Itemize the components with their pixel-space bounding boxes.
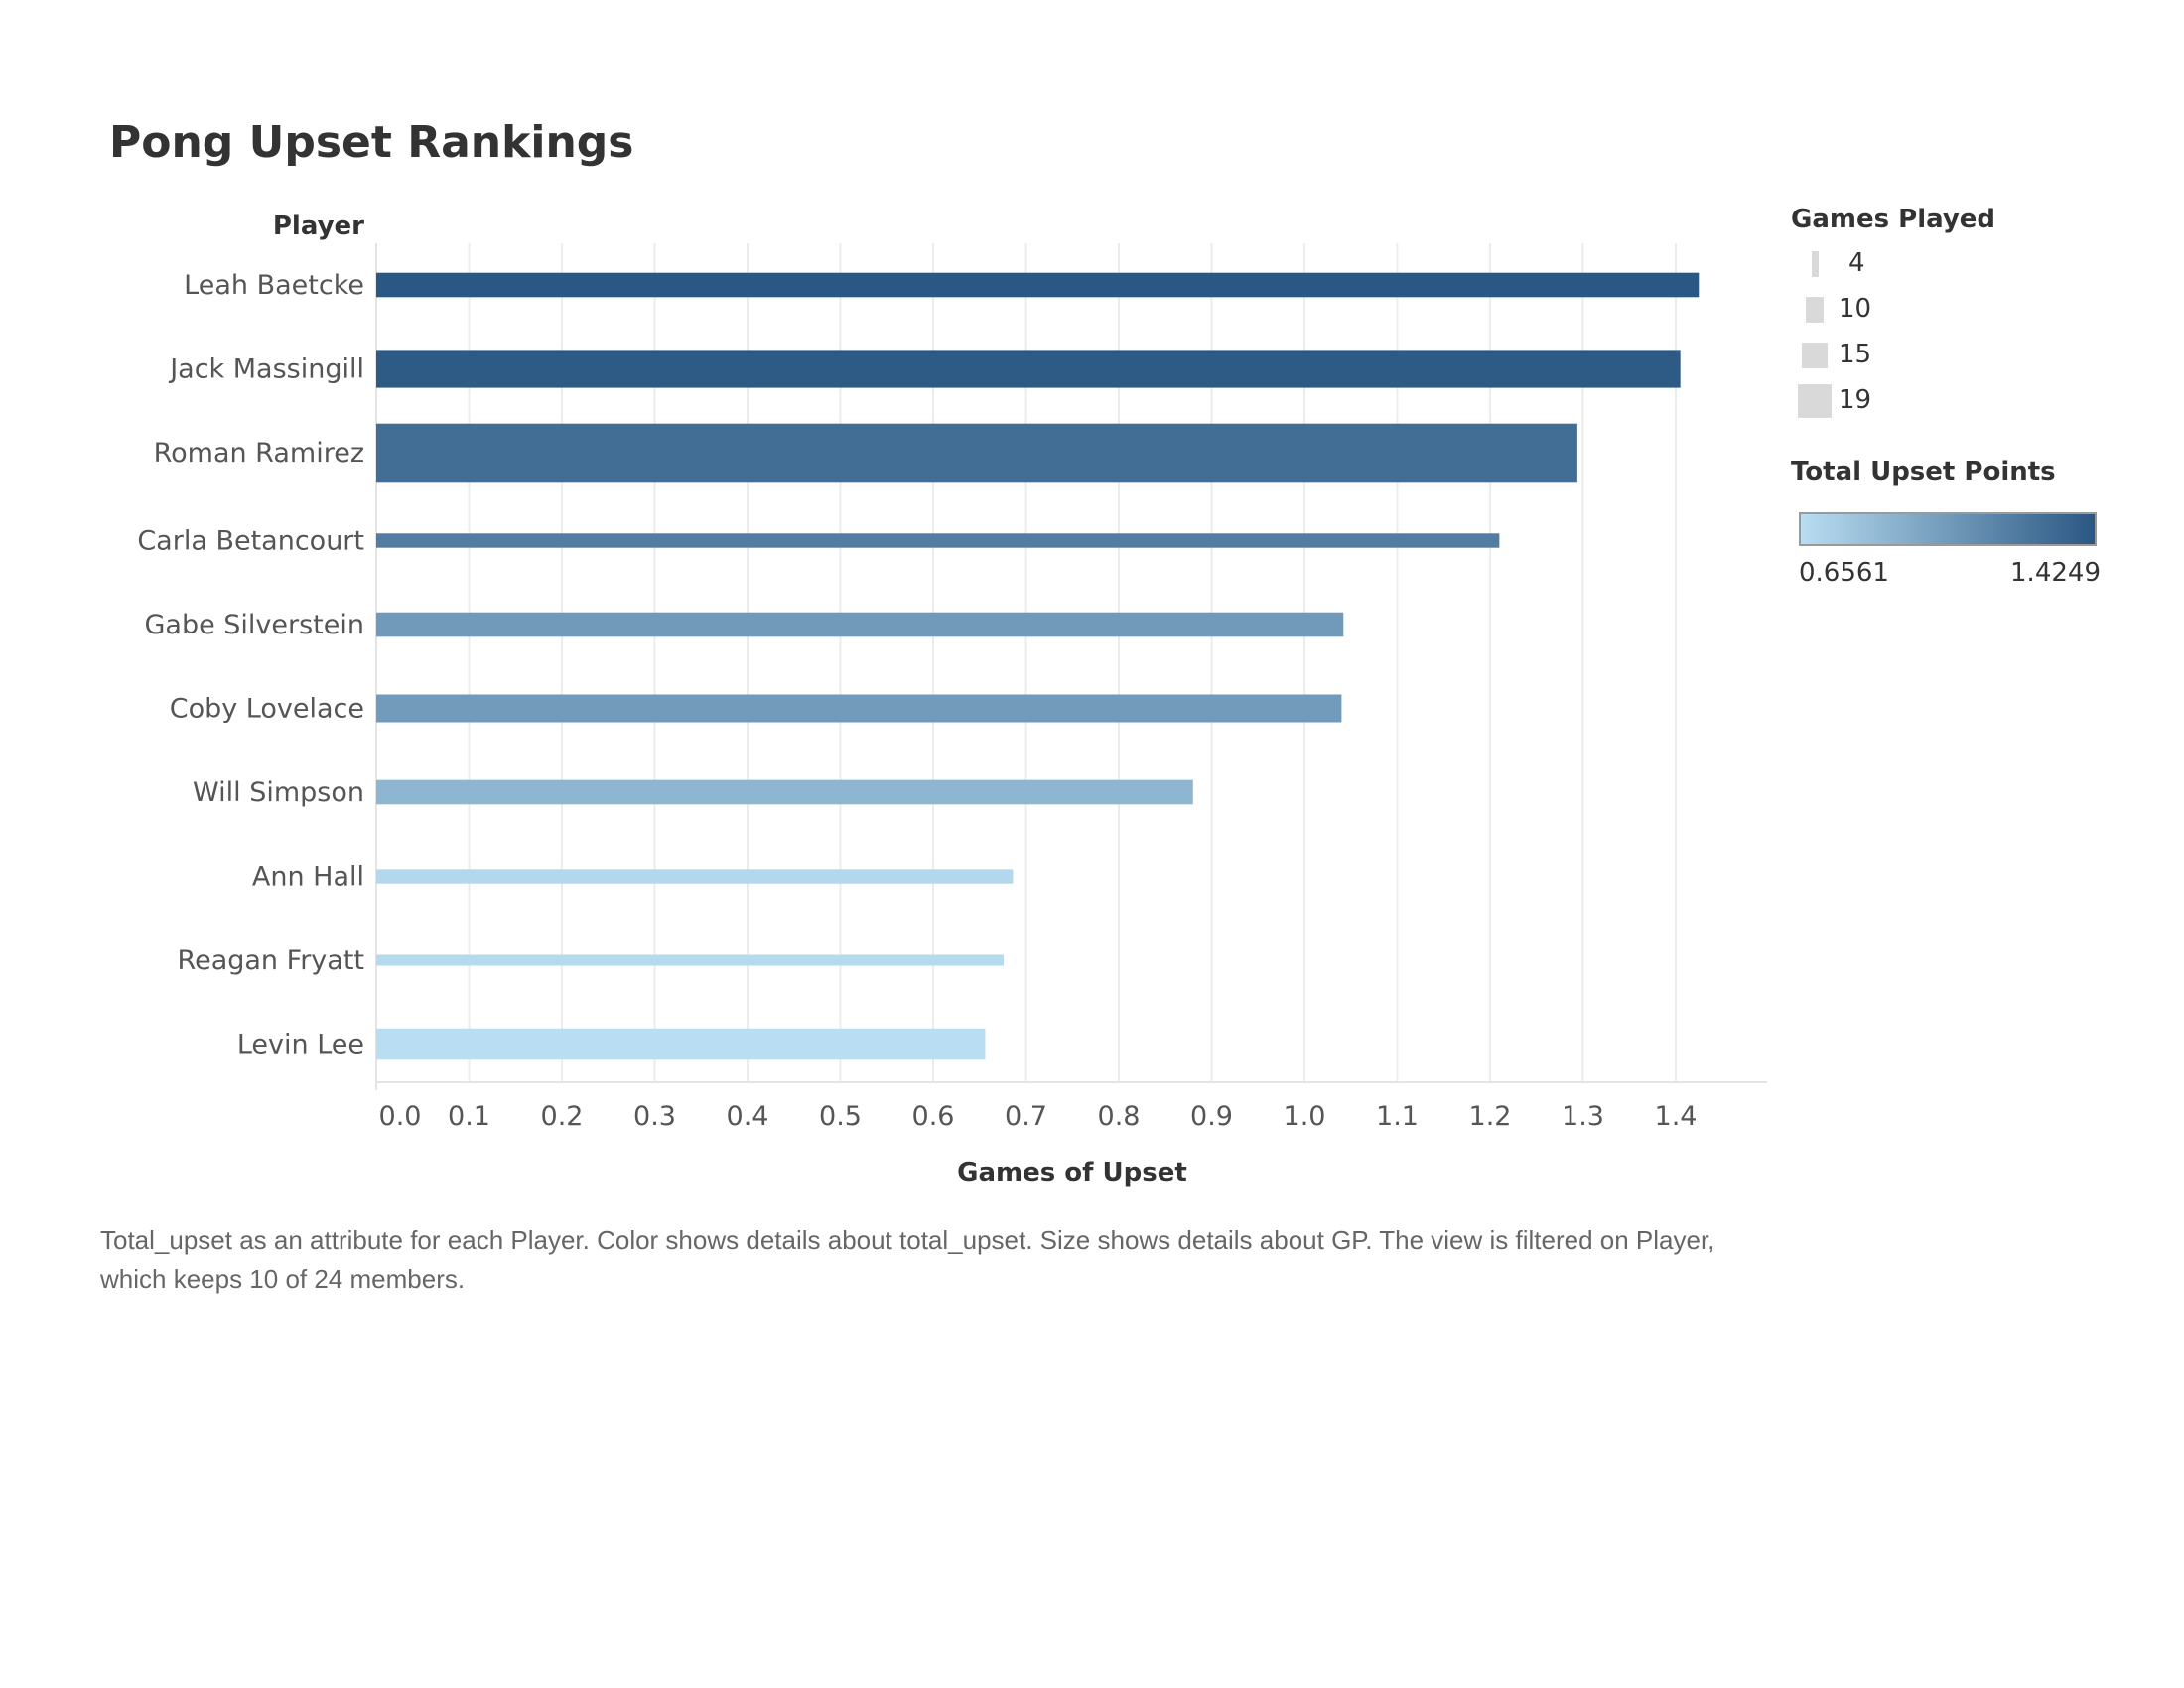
x-axis-title: Games of Upset — [957, 1158, 1187, 1188]
x-tick-label: 0.5 — [819, 1101, 862, 1132]
x-tick-label: 1.2 — [1469, 1101, 1512, 1132]
category-label: Coby Lovelace — [170, 694, 364, 725]
size-legend-item: 10 — [1791, 290, 1910, 330]
chart-title: Pong Upset Rankings — [109, 117, 634, 168]
category-label: Levin Lee — [237, 1030, 364, 1060]
color-legend: Total Upset Points 0.6561 1.4249 — [1791, 457, 2101, 596]
x-tick-label: 0.8 — [1098, 1101, 1141, 1132]
bar[interactable] — [376, 869, 1014, 884]
x-tick-label: 0.2 — [541, 1101, 584, 1132]
bars — [376, 272, 1700, 1060]
x-tick-label: 1.1 — [1376, 1101, 1419, 1132]
size-legend-item: 19 — [1791, 381, 1910, 421]
x-tick-label: 0.3 — [633, 1101, 676, 1132]
size-legend-title: Games Played — [1791, 205, 1996, 234]
size-legend-swatch — [1798, 384, 1832, 418]
size-legend: Games Played 4 10 15 19 — [1791, 205, 2089, 423]
size-legend-label: 15 — [1839, 340, 1872, 369]
size-legend-swatch — [1811, 251, 1819, 277]
bar[interactable] — [376, 272, 1700, 298]
category-label: Carla Betancourt — [137, 526, 364, 557]
size-legend-label: 4 — [1848, 248, 1865, 278]
chart-caption: Total_upset as an attribute for each Pla… — [100, 1225, 1715, 1294]
x-tick-label: 1.4 — [1655, 1101, 1698, 1132]
bar[interactable] — [376, 954, 1005, 966]
category-label: Gabe Silverstein — [144, 610, 364, 640]
bar[interactable] — [376, 533, 1500, 548]
x-tick-label: 0.9 — [1190, 1101, 1233, 1132]
x-tick-label: 1.0 — [1284, 1101, 1326, 1132]
color-gradient-bar — [1799, 512, 2097, 546]
bar[interactable] — [376, 423, 1577, 483]
size-legend-item: 4 — [1791, 244, 1910, 284]
size-legend-swatch — [1806, 297, 1824, 323]
category-label: Leah Baetcke — [184, 270, 364, 301]
x-tick-label: 0.6 — [912, 1101, 955, 1132]
size-legend-item: 15 — [1791, 336, 1910, 375]
x-tick-label: 0.4 — [727, 1101, 769, 1132]
category-label: Jack Massingill — [168, 354, 364, 385]
size-legend-label: 10 — [1839, 294, 1872, 324]
bar[interactable] — [376, 1028, 986, 1060]
x-tick-labels: 0.0 0.1 0.2 0.3 0.4 0.5 0.6 0.7 0.8 0.9 1.0 1.1 1.2 1… — [379, 1101, 1698, 1132]
bar[interactable] — [376, 612, 1344, 637]
y-axis-title: Player — [273, 211, 364, 241]
x-tick-label: 1.3 — [1562, 1101, 1604, 1132]
bar[interactable] — [376, 694, 1342, 723]
size-legend-swatch — [1801, 342, 1829, 369]
category-label: Roman Ramirez — [154, 438, 364, 469]
size-legend-label: 19 — [1839, 385, 1872, 415]
bar[interactable] — [376, 779, 1193, 805]
category-label: Reagan Fryatt — [178, 945, 364, 976]
x-tick-label: 0.1 — [448, 1101, 490, 1132]
color-legend-title: Total Upset Points — [1791, 457, 2056, 487]
bar[interactable] — [376, 350, 1681, 388]
x-tick-label: 0.0 — [379, 1101, 422, 1132]
x-tick-label: 0.7 — [1005, 1101, 1047, 1132]
category-label: Will Simpson — [193, 777, 364, 808]
color-legend-max: 1.4249 — [2010, 558, 2101, 588]
color-legend-min: 0.6561 — [1799, 558, 1889, 588]
category-labels: Leah Baetcke Jack Massingill Roman Ramirez… — [137, 270, 364, 1060]
category-label: Ann Hall — [252, 862, 364, 893]
